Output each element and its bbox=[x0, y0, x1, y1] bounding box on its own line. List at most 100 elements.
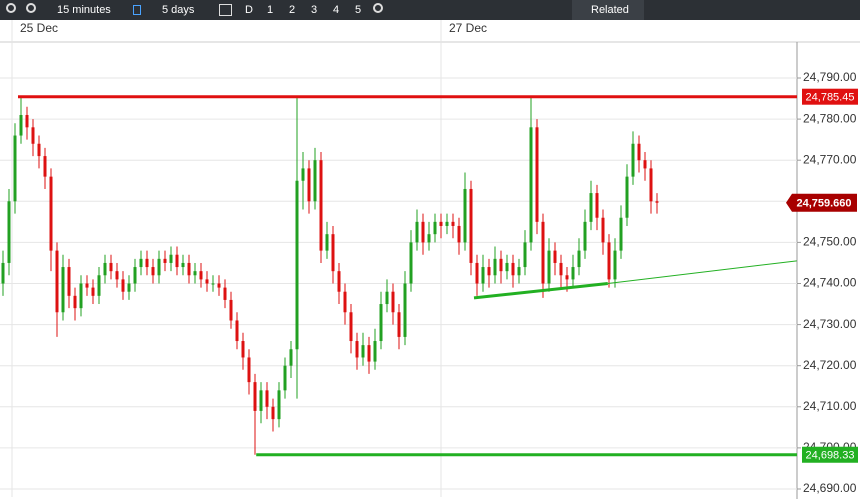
candle-body bbox=[547, 250, 551, 284]
last-price-tag bbox=[786, 193, 857, 212]
period[interactable]: 5 bbox=[355, 4, 362, 16]
candle-body bbox=[169, 254, 173, 263]
candle-body bbox=[577, 250, 581, 268]
candle-body bbox=[277, 390, 281, 420]
candle-body bbox=[331, 234, 335, 272]
candle-body bbox=[163, 258, 167, 263]
period[interactable]: 4 bbox=[333, 4, 340, 16]
candle-body bbox=[73, 295, 77, 309]
y-tick-label: 24,750.00 bbox=[803, 235, 857, 249]
candle-body bbox=[133, 267, 137, 284]
candle-body bbox=[349, 312, 353, 342]
candle-body bbox=[43, 156, 47, 177]
candle-body bbox=[13, 135, 17, 202]
candle-body bbox=[355, 341, 359, 358]
period[interactable]: D bbox=[245, 4, 253, 16]
candle-body bbox=[457, 225, 461, 243]
candle-body bbox=[529, 127, 533, 243]
candle-body bbox=[313, 160, 317, 202]
toolbar: 15 minutes 5 days D 1 2 3 4 5 Related bbox=[0, 0, 860, 20]
candle-body bbox=[37, 143, 41, 157]
chart-settings-icon[interactable] bbox=[373, 3, 383, 13]
related-label[interactable]: Related bbox=[591, 4, 629, 16]
date-row bbox=[0, 20, 860, 42]
candle-body bbox=[607, 242, 611, 280]
candle-body bbox=[7, 201, 11, 263]
candle-body bbox=[637, 143, 641, 161]
candle-body bbox=[409, 242, 413, 284]
candle-body bbox=[31, 127, 35, 144]
candle-body bbox=[145, 258, 149, 268]
candle-body bbox=[433, 221, 437, 235]
period[interactable]: 1 bbox=[267, 4, 274, 16]
candle-body bbox=[487, 267, 491, 276]
calendar-icon[interactable] bbox=[219, 4, 232, 16]
candle-body bbox=[517, 267, 521, 276]
candle-body bbox=[589, 193, 593, 222]
period[interactable]: 2 bbox=[289, 4, 296, 16]
y-tick-label: 24,730.00 bbox=[803, 317, 857, 331]
candle-body bbox=[241, 341, 245, 358]
y-tick-label: 24,780.00 bbox=[803, 111, 857, 125]
candle-body bbox=[85, 283, 89, 288]
candle-body bbox=[229, 299, 233, 321]
candle-body bbox=[79, 283, 83, 309]
candle-body bbox=[121, 279, 125, 292]
candle-body bbox=[535, 127, 539, 222]
related-button[interactable]: Related bbox=[572, 0, 644, 20]
candle-body bbox=[415, 221, 419, 243]
candle-body bbox=[283, 365, 287, 391]
candle-body bbox=[67, 267, 71, 296]
candle-body bbox=[565, 275, 569, 280]
candle-body bbox=[481, 267, 485, 284]
candle-body bbox=[385, 291, 389, 305]
candle-body bbox=[391, 291, 395, 313]
candle-body bbox=[613, 250, 617, 280]
y-tick-label: 24,770.00 bbox=[803, 152, 857, 166]
candle-body bbox=[379, 304, 383, 342]
y-tick-label: 24,710.00 bbox=[803, 399, 857, 413]
candle-body bbox=[553, 250, 557, 263]
menu-icon[interactable] bbox=[6, 3, 16, 13]
candle-body bbox=[61, 267, 65, 313]
candle-body bbox=[655, 201, 659, 203]
candle-body bbox=[499, 258, 503, 272]
candle-body bbox=[187, 262, 191, 276]
settings-icon[interactable] bbox=[26, 3, 36, 13]
candle-body bbox=[319, 160, 323, 251]
candle-body bbox=[25, 114, 29, 128]
candle-body bbox=[103, 262, 107, 276]
candle-body bbox=[559, 262, 563, 276]
candle-body bbox=[19, 114, 23, 136]
candle-body bbox=[511, 262, 515, 276]
level-label: 24,785.45 bbox=[806, 92, 855, 104]
candle-body bbox=[97, 275, 101, 296]
candle-body bbox=[109, 262, 113, 272]
candle-body bbox=[271, 406, 275, 420]
candle-body bbox=[223, 287, 227, 300]
range[interactable]: 5 days bbox=[162, 4, 195, 16]
candle-body bbox=[625, 176, 629, 218]
candle-body bbox=[157, 258, 161, 276]
last-price-label: 24,759.660 bbox=[796, 198, 851, 210]
candle-body bbox=[619, 217, 623, 251]
candle-body bbox=[649, 168, 653, 202]
candle-body bbox=[541, 221, 545, 284]
candle-body bbox=[475, 262, 479, 284]
candle-body bbox=[175, 254, 179, 268]
candle-body bbox=[451, 221, 455, 226]
level-tag bbox=[802, 88, 858, 105]
period[interactable]: 3 bbox=[311, 4, 318, 16]
interval[interactable]: 15 minutes bbox=[57, 4, 111, 16]
lock-icon[interactable] bbox=[133, 5, 141, 15]
candle-body bbox=[643, 160, 647, 169]
candle-body bbox=[247, 357, 251, 383]
candle-body bbox=[259, 390, 263, 411]
candle-body bbox=[205, 279, 209, 284]
candle-body bbox=[469, 188, 473, 263]
y-tick-label: 24,690.00 bbox=[803, 481, 857, 495]
level-label: 24,698.33 bbox=[806, 450, 855, 462]
candle-body bbox=[523, 242, 527, 268]
